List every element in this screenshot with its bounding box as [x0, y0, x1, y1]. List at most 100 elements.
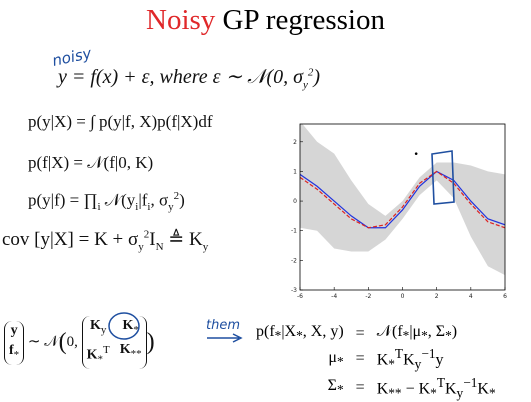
y-tick-label: -2 — [291, 257, 297, 264]
math-part: y — [202, 240, 209, 253]
math-part: |X — [281, 323, 297, 340]
x-tick-label: -4 — [331, 293, 337, 300]
rhs: 𝒩(f*|μ*, Σ*) — [371, 322, 502, 345]
x-tick-label: -6 — [297, 293, 303, 300]
y-tick-label: -3 — [291, 287, 297, 294]
math-part: * — [336, 382, 344, 398]
math-part: * — [296, 328, 303, 344]
math-part: T — [436, 374, 445, 390]
math-part: 2 — [173, 190, 180, 202]
math-part: −1 — [463, 374, 478, 390]
entry: * — [13, 348, 20, 361]
title-rest: GP regression — [222, 4, 385, 36]
math-part: |f — [138, 190, 148, 210]
math-part: * — [430, 385, 437, 401]
annotation: them — [206, 318, 240, 333]
math-part: * — [445, 328, 452, 344]
entry: f — [9, 342, 14, 358]
math-part: , X, y) — [302, 323, 344, 340]
plot: -6 -4 -2 0 2 4 6 -3 -2 -1 0 1 2 — [291, 123, 507, 300]
rhs: K** − K*TKy−1K* — [371, 374, 502, 402]
math-part: y — [168, 201, 174, 214]
true-function — [300, 170, 505, 229]
math-part: ** — [130, 347, 142, 360]
math-part: K — [477, 380, 489, 398]
math-part: Σ — [327, 377, 337, 395]
observation — [414, 152, 418, 155]
math-part: y — [414, 356, 422, 372]
x-tick-label: 2 — [435, 293, 439, 300]
matrix: Ky K* K*T K** — [81, 316, 147, 370]
math-part: p(f — [256, 323, 275, 340]
equals: = — [355, 350, 365, 368]
math-part: K — [376, 380, 389, 398]
math-part: − K — [401, 380, 431, 398]
math-part: y — [456, 385, 464, 401]
math-part: p(y|f) = ∏ — [28, 190, 98, 210]
equation: p(f|X) = 𝒩(f|0, K) — [28, 153, 153, 173]
math-part: y — [435, 351, 444, 369]
equation: cov [y|X] = K + σy2IN ≜ Ky — [2, 228, 208, 253]
math-part: * — [488, 385, 496, 401]
math-part: y = f(x) + ε, where ε ∼ 𝒩(0, σ — [58, 66, 303, 88]
math-part: |μ — [409, 323, 422, 340]
equation: p(y|f) = ∏i 𝒩(yi|fi, σy2) — [28, 190, 185, 213]
math-part: y — [100, 323, 107, 336]
math-part: K — [376, 351, 389, 369]
math-part: T — [394, 346, 404, 362]
math-part: K — [122, 318, 134, 333]
y-tick-label: 1 — [293, 168, 297, 175]
title: Noisy GP regression — [0, 4, 531, 37]
joint-distribution: y f* ∼ 𝒩(0, Ky K* K*T K**) — [4, 316, 155, 370]
lhs: p(f*|X*, X, y) — [250, 322, 350, 345]
math-part: K — [444, 380, 457, 398]
confidence-band — [300, 124, 505, 276]
math-part: i — [147, 201, 151, 214]
mean: 0, — [66, 334, 78, 351]
math-part: p(f|X) = 𝒩(f|0, K) — [28, 153, 154, 172]
math-part: cov [y|X] = K + σ — [2, 229, 139, 250]
x-tick-label: 4 — [469, 293, 473, 300]
vector: y f* — [4, 320, 25, 365]
math-part: y — [302, 79, 308, 91]
math-part: * — [133, 323, 139, 336]
math-part: 2 — [307, 66, 314, 79]
x-tick-label: 0 — [401, 293, 405, 300]
lhs: μ* — [250, 345, 350, 374]
math-part: i — [97, 201, 101, 214]
math-part: ≜ K — [163, 229, 203, 250]
math-part: K — [403, 351, 415, 369]
x-tick-label: -2 — [365, 293, 371, 300]
y-tick-label: 0 — [293, 198, 297, 205]
equals: = — [355, 324, 365, 342]
mean-line — [300, 170, 505, 229]
math-part: y — [138, 240, 144, 253]
equals: = — [355, 378, 365, 396]
math-part: * — [336, 354, 344, 370]
math-part: ) — [313, 66, 321, 88]
math-part: * — [274, 328, 282, 344]
math-part: −1 — [421, 346, 436, 362]
equation: p(y|X) = ∫ p(y|f, X)p(f|X)df — [28, 112, 213, 132]
hand-circle — [108, 312, 140, 340]
math-part: K — [119, 341, 131, 357]
x-tick-label: 6 — [503, 293, 507, 300]
math-part: 𝒩(f — [376, 323, 403, 340]
math-part: ** — [388, 385, 402, 401]
rhs: K*TKy−1y — [371, 345, 502, 374]
math-part: * — [402, 328, 410, 344]
math-part: * — [388, 356, 395, 372]
hand-arrow — [207, 333, 243, 343]
math-part: K — [89, 318, 101, 333]
y-tick-label: 2 — [293, 139, 297, 146]
math-part: , σ — [150, 190, 169, 210]
math-part: ) — [451, 323, 458, 340]
math-part: N — [155, 240, 164, 253]
posterior: p(f*|X*, X, y) = 𝒩(f*|μ*, Σ*) μ* = K*TKy−1y … — [250, 322, 502, 402]
math-part: I — [149, 229, 156, 250]
math-part: T — [103, 343, 110, 356]
math-part: 2 — [143, 228, 150, 241]
y-tick-label: -1 — [291, 228, 297, 235]
math-part: , Σ — [427, 323, 446, 340]
